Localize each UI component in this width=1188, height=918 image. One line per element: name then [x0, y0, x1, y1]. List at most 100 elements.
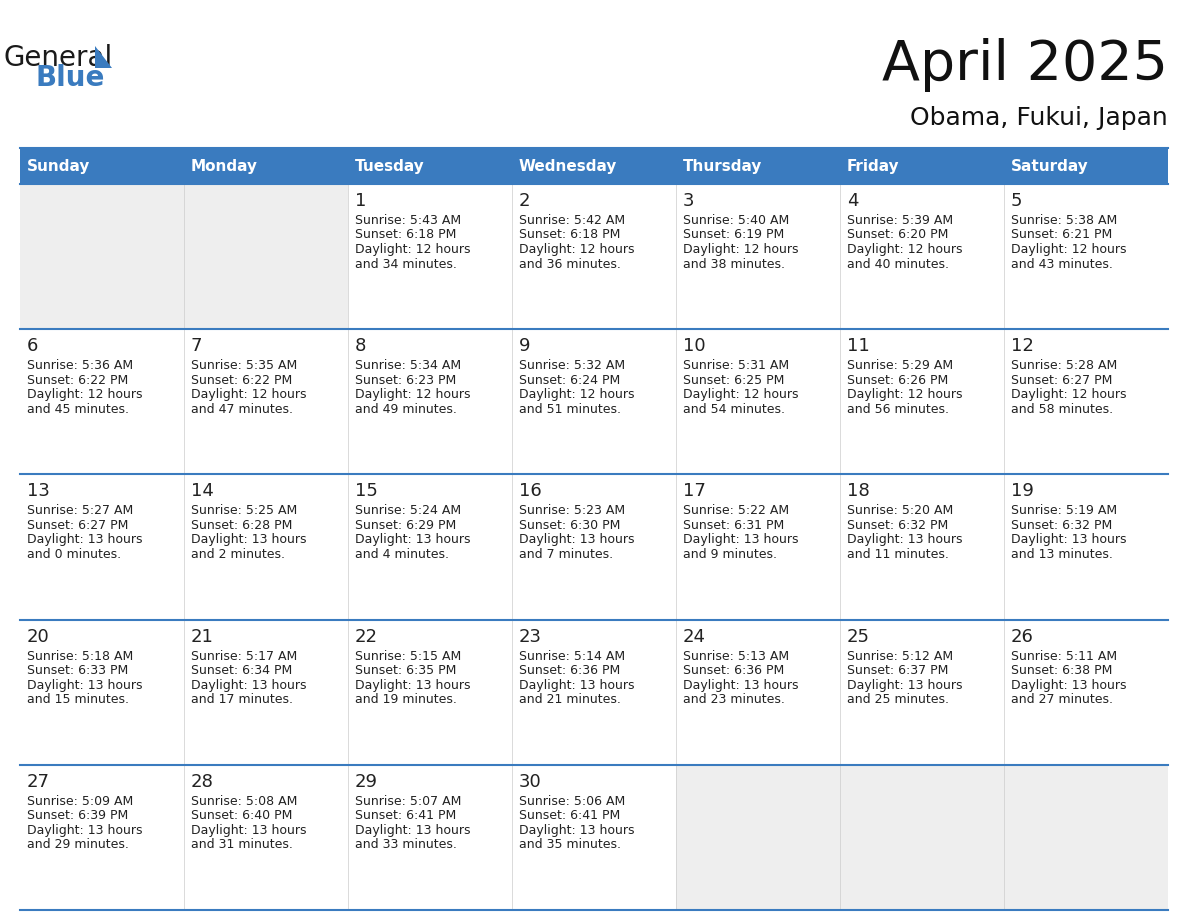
- Text: and 19 minutes.: and 19 minutes.: [355, 693, 457, 706]
- Text: 2: 2: [519, 192, 531, 210]
- Text: Sunrise: 5:38 AM: Sunrise: 5:38 AM: [1011, 214, 1117, 227]
- Text: Daylight: 12 hours: Daylight: 12 hours: [27, 388, 143, 401]
- Bar: [1004, 765, 1168, 910]
- Text: April 2025: April 2025: [881, 38, 1168, 92]
- Text: Daylight: 13 hours: Daylight: 13 hours: [355, 823, 470, 837]
- Text: Sunrise: 5:23 AM: Sunrise: 5:23 AM: [519, 504, 625, 518]
- Bar: [20, 765, 184, 910]
- Text: Daylight: 13 hours: Daylight: 13 hours: [519, 823, 634, 837]
- Bar: [512, 330, 676, 475]
- Text: Sunrise: 5:34 AM: Sunrise: 5:34 AM: [355, 359, 461, 372]
- Text: and 33 minutes.: and 33 minutes.: [355, 838, 457, 851]
- Text: Sunrise: 5:14 AM: Sunrise: 5:14 AM: [519, 650, 625, 663]
- Bar: [840, 765, 1004, 910]
- Text: and 36 minutes.: and 36 minutes.: [519, 258, 621, 271]
- Text: Sunset: 6:24 PM: Sunset: 6:24 PM: [519, 374, 620, 386]
- Text: Sunrise: 5:24 AM: Sunrise: 5:24 AM: [355, 504, 461, 518]
- Text: Sunrise: 5:18 AM: Sunrise: 5:18 AM: [27, 650, 133, 663]
- Text: Thursday: Thursday: [683, 159, 763, 174]
- Text: Sunrise: 5:09 AM: Sunrise: 5:09 AM: [27, 795, 133, 808]
- Text: and 9 minutes.: and 9 minutes.: [683, 548, 777, 561]
- Text: Sunrise: 5:11 AM: Sunrise: 5:11 AM: [1011, 650, 1117, 663]
- Text: and 31 minutes.: and 31 minutes.: [191, 838, 293, 851]
- Text: Sunset: 6:18 PM: Sunset: 6:18 PM: [355, 229, 456, 241]
- Text: Daylight: 12 hours: Daylight: 12 hours: [191, 388, 307, 401]
- Text: and 29 minutes.: and 29 minutes.: [27, 838, 128, 851]
- Text: Daylight: 13 hours: Daylight: 13 hours: [519, 678, 634, 691]
- Text: and 47 minutes.: and 47 minutes.: [191, 403, 293, 416]
- Text: Sunrise: 5:15 AM: Sunrise: 5:15 AM: [355, 650, 461, 663]
- Text: Sunset: 6:40 PM: Sunset: 6:40 PM: [191, 810, 292, 823]
- Bar: [20, 148, 184, 184]
- Text: 29: 29: [355, 773, 378, 790]
- Text: and 4 minutes.: and 4 minutes.: [355, 548, 449, 561]
- Text: Daylight: 13 hours: Daylight: 13 hours: [847, 678, 962, 691]
- Bar: [20, 330, 184, 475]
- Bar: [676, 765, 840, 910]
- Bar: [1004, 475, 1168, 620]
- Text: Daylight: 13 hours: Daylight: 13 hours: [355, 533, 470, 546]
- Bar: [676, 148, 840, 184]
- Text: Sunset: 6:18 PM: Sunset: 6:18 PM: [519, 229, 620, 241]
- Text: and 45 minutes.: and 45 minutes.: [27, 403, 129, 416]
- Text: and 51 minutes.: and 51 minutes.: [519, 403, 621, 416]
- Polygon shape: [95, 46, 112, 68]
- Text: Daylight: 13 hours: Daylight: 13 hours: [27, 678, 143, 691]
- Text: Blue: Blue: [36, 64, 105, 92]
- Text: Daylight: 13 hours: Daylight: 13 hours: [27, 533, 143, 546]
- Text: Obama, Fukui, Japan: Obama, Fukui, Japan: [910, 106, 1168, 130]
- Text: Sunset: 6:23 PM: Sunset: 6:23 PM: [355, 374, 456, 386]
- Text: Sunset: 6:26 PM: Sunset: 6:26 PM: [847, 374, 948, 386]
- Bar: [348, 148, 512, 184]
- Text: 24: 24: [683, 628, 706, 645]
- Text: Daylight: 13 hours: Daylight: 13 hours: [683, 678, 798, 691]
- Text: and 40 minutes.: and 40 minutes.: [847, 258, 949, 271]
- Text: Daylight: 12 hours: Daylight: 12 hours: [683, 243, 798, 256]
- Text: Daylight: 12 hours: Daylight: 12 hours: [355, 388, 470, 401]
- Text: Sunrise: 5:22 AM: Sunrise: 5:22 AM: [683, 504, 789, 518]
- Text: Sunrise: 5:42 AM: Sunrise: 5:42 AM: [519, 214, 625, 227]
- Text: Tuesday: Tuesday: [355, 159, 425, 174]
- Bar: [184, 475, 348, 620]
- Bar: [348, 330, 512, 475]
- Text: Daylight: 13 hours: Daylight: 13 hours: [355, 678, 470, 691]
- Text: Daylight: 13 hours: Daylight: 13 hours: [1011, 678, 1126, 691]
- Text: Daylight: 13 hours: Daylight: 13 hours: [191, 823, 307, 837]
- Text: Sunrise: 5:40 AM: Sunrise: 5:40 AM: [683, 214, 789, 227]
- Text: 12: 12: [1011, 337, 1034, 355]
- Text: 22: 22: [355, 628, 378, 645]
- Text: Daylight: 12 hours: Daylight: 12 hours: [847, 388, 962, 401]
- Text: and 17 minutes.: and 17 minutes.: [191, 693, 293, 706]
- Text: and 35 minutes.: and 35 minutes.: [519, 838, 621, 851]
- Text: 23: 23: [519, 628, 542, 645]
- Text: Daylight: 13 hours: Daylight: 13 hours: [191, 533, 307, 546]
- Text: Sunrise: 5:43 AM: Sunrise: 5:43 AM: [355, 214, 461, 227]
- Bar: [1004, 620, 1168, 765]
- Text: 30: 30: [519, 773, 542, 790]
- Bar: [1004, 184, 1168, 330]
- Text: Sunrise: 5:28 AM: Sunrise: 5:28 AM: [1011, 359, 1117, 372]
- Bar: [184, 184, 348, 330]
- Text: Daylight: 12 hours: Daylight: 12 hours: [519, 243, 634, 256]
- Text: 14: 14: [191, 482, 214, 500]
- Text: 26: 26: [1011, 628, 1034, 645]
- Text: Daylight: 12 hours: Daylight: 12 hours: [1011, 388, 1126, 401]
- Text: Sunrise: 5:06 AM: Sunrise: 5:06 AM: [519, 795, 625, 808]
- Bar: [840, 475, 1004, 620]
- Text: 18: 18: [847, 482, 870, 500]
- Text: and 27 minutes.: and 27 minutes.: [1011, 693, 1113, 706]
- Text: Sunrise: 5:39 AM: Sunrise: 5:39 AM: [847, 214, 953, 227]
- Text: Sunset: 6:22 PM: Sunset: 6:22 PM: [27, 374, 128, 386]
- Text: Daylight: 12 hours: Daylight: 12 hours: [355, 243, 470, 256]
- Text: and 49 minutes.: and 49 minutes.: [355, 403, 457, 416]
- Text: Sunrise: 5:13 AM: Sunrise: 5:13 AM: [683, 650, 789, 663]
- Text: Sunrise: 5:17 AM: Sunrise: 5:17 AM: [191, 650, 297, 663]
- Bar: [512, 148, 676, 184]
- Text: Sunrise: 5:20 AM: Sunrise: 5:20 AM: [847, 504, 953, 518]
- Text: General: General: [4, 44, 113, 72]
- Text: Sunrise: 5:32 AM: Sunrise: 5:32 AM: [519, 359, 625, 372]
- Text: Sunset: 6:36 PM: Sunset: 6:36 PM: [519, 664, 620, 677]
- Text: 28: 28: [191, 773, 214, 790]
- Text: 15: 15: [355, 482, 378, 500]
- Text: and 21 minutes.: and 21 minutes.: [519, 693, 621, 706]
